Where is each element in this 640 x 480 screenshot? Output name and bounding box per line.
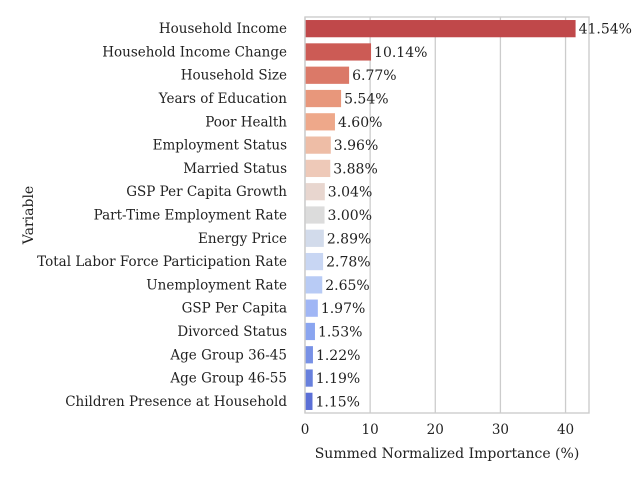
category-label: Divorced Status: [177, 324, 287, 340]
category-label: GSP Per Capita Growth: [126, 184, 287, 200]
bar: [305, 392, 313, 410]
category-label: Household Size: [181, 68, 287, 84]
x-tick-label: 20: [427, 422, 444, 438]
bar: [305, 276, 323, 294]
bar: [305, 20, 576, 38]
value-label: 3.96%: [334, 138, 378, 154]
category-label: Part-Time Employment Rate: [94, 208, 287, 224]
bar: [305, 229, 324, 247]
bar: [305, 369, 313, 387]
bar: [305, 43, 372, 61]
bar: [305, 322, 315, 341]
category-label: Unemployment Rate: [146, 277, 287, 293]
bar: [305, 113, 335, 131]
value-labels: 41.54% 10.14% 6.77% 5.54% 4.60% 3.96% 3.88% 3.0…: [315, 22, 631, 411]
x-tick-labels: 0 10 20 30 40: [301, 422, 574, 438]
bar: [305, 299, 318, 317]
bar: [305, 159, 331, 178]
bar: [305, 346, 313, 364]
value-label: 1.53%: [318, 324, 362, 340]
value-label: 3.04%: [328, 185, 372, 201]
category-label: Energy Price: [198, 231, 287, 247]
x-tick-label: 30: [492, 422, 509, 438]
value-label: 1.22%: [316, 348, 360, 364]
value-label: 1.19%: [316, 371, 360, 387]
x-tick-label: 40: [557, 422, 574, 438]
category-label: Years of Education: [158, 91, 288, 107]
category-label: Age Group 46-55: [169, 371, 287, 387]
bar: [305, 183, 325, 201]
value-label: 1.15%: [315, 394, 359, 410]
bar: [305, 252, 324, 271]
value-label: 3.88%: [333, 161, 377, 177]
category-label: GSP Per Capita: [182, 301, 287, 317]
category-labels: Household Income Household Income Change H…: [37, 21, 287, 410]
x-axis-title: Summed Normalized Importance (%): [315, 446, 580, 462]
x-tick-label: 0: [301, 422, 310, 438]
category-label: Total Labor Force Participation Rate: [37, 254, 287, 270]
value-label: 5.54%: [344, 92, 388, 108]
value-label: 41.54%: [579, 22, 632, 38]
category-label: Poor Health: [205, 114, 287, 130]
value-label: 2.78%: [326, 255, 370, 271]
value-label: 3.00%: [328, 208, 372, 224]
value-label: 2.65%: [325, 278, 369, 294]
bar: [305, 136, 331, 154]
value-label: 1.97%: [321, 301, 365, 317]
category-label: Children Presence at Household: [65, 394, 287, 410]
value-label: 6.77%: [352, 68, 396, 84]
bar: [305, 206, 325, 224]
plot-frame: [304, 16, 590, 414]
category-label: Household Income: [159, 21, 287, 37]
value-label: 10.14%: [374, 45, 427, 61]
bar: [305, 89, 342, 108]
bars: [305, 20, 576, 410]
category-label: Married Status: [183, 161, 287, 177]
bar: [305, 66, 350, 84]
value-label: 2.89%: [327, 231, 371, 247]
y-axis-title: Variable: [21, 186, 37, 245]
category-label: Age Group 36-45: [169, 347, 287, 363]
category-label: Employment Status: [153, 138, 287, 154]
value-label: 4.60%: [338, 115, 382, 131]
category-label: Household Income Change: [102, 44, 287, 60]
x-tick-label: 10: [362, 422, 379, 438]
